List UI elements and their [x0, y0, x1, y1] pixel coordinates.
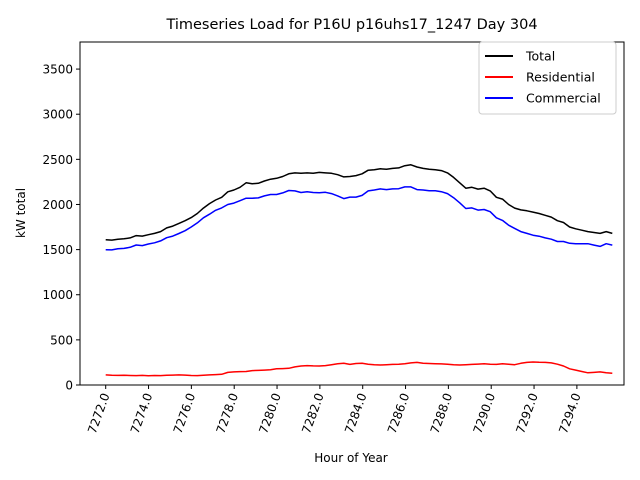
chart-title: Timeseries Load for P16U p16uhs17_1247 D… — [165, 17, 537, 33]
y-tick-label: 1000 — [42, 288, 73, 302]
y-axis-title: kW total — [14, 188, 28, 238]
series-line-total — [105, 164, 613, 241]
y-tick-label: 0 — [65, 379, 73, 393]
series-line-commercial — [105, 186, 613, 251]
legend-label-total: Total — [525, 49, 555, 64]
y-tick-label: 3500 — [42, 63, 73, 77]
legend-label-commercial: Commercial — [526, 91, 601, 106]
y-tick-label: 500 — [50, 333, 73, 347]
series-line-residential — [105, 361, 613, 377]
y-tick-label: 3000 — [42, 108, 73, 122]
series-layer — [105, 164, 613, 377]
legend: Total Residential Commercial — [478, 41, 617, 115]
y-tick-label: 2500 — [42, 153, 73, 167]
plot-frame — [79, 41, 625, 386]
legend-label-residential: Residential — [526, 70, 595, 85]
x-axis-title: Hour of Year — [314, 451, 388, 465]
y-tick-label: 2000 — [42, 198, 73, 212]
legend-box — [478, 41, 617, 115]
y-tick-label: 1500 — [42, 243, 73, 257]
